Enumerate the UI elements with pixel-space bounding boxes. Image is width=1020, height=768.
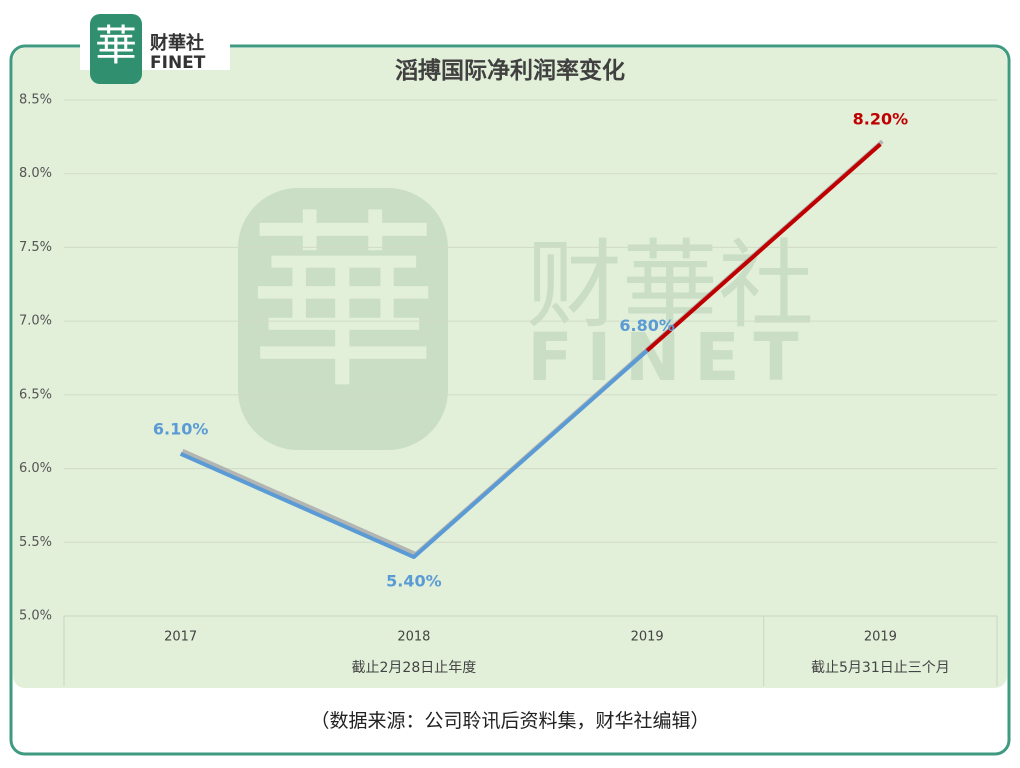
group-label: 截止5月31日止三个月 — [811, 660, 950, 676]
y-tick-label: 7.0% — [19, 314, 52, 329]
y-tick-label: 8.0% — [19, 166, 52, 181]
y-tick-label: 5.5% — [19, 535, 52, 550]
source-note: （数据来源：公司聆讯后资料集，财华社编辑） — [310, 710, 709, 732]
watermark-brand: FINET — [528, 319, 813, 396]
group-label: 截止2月28日止年度 — [352, 660, 477, 676]
x-tick-label: 2018 — [397, 630, 430, 645]
logo-brand: FINET — [150, 53, 206, 73]
y-tick-label: 6.5% — [19, 387, 52, 402]
logo-box — [90, 14, 142, 84]
y-tick-label: 5.0% — [19, 609, 52, 624]
x-tick-label: 2017 — [164, 630, 197, 645]
value-label: 6.80% — [619, 316, 675, 335]
watermark: 華 财華社 FINET — [238, 188, 814, 450]
y-tick-label: 7.5% — [19, 240, 52, 255]
line-segment — [179, 349, 649, 560]
value-label: 6.10% — [153, 419, 209, 438]
value-label: 8.20% — [853, 110, 909, 129]
value-label: 5.40% — [386, 572, 442, 591]
watermark-mark: 華 — [248, 193, 438, 414]
plot-background — [13, 48, 1007, 688]
y-tick-label: 8.5% — [19, 93, 52, 108]
chart-title: 滔搏国际净利润率变化 — [395, 57, 625, 84]
line-segment — [645, 142, 882, 353]
watermark-box — [238, 188, 448, 450]
y-tick-label: 6.0% — [19, 461, 52, 476]
x-tick-label: 2019 — [864, 630, 897, 645]
logo-mark: 華 — [95, 21, 137, 70]
x-tick-label: 2019 — [631, 630, 664, 645]
logo-name: 财華社 — [150, 32, 204, 54]
